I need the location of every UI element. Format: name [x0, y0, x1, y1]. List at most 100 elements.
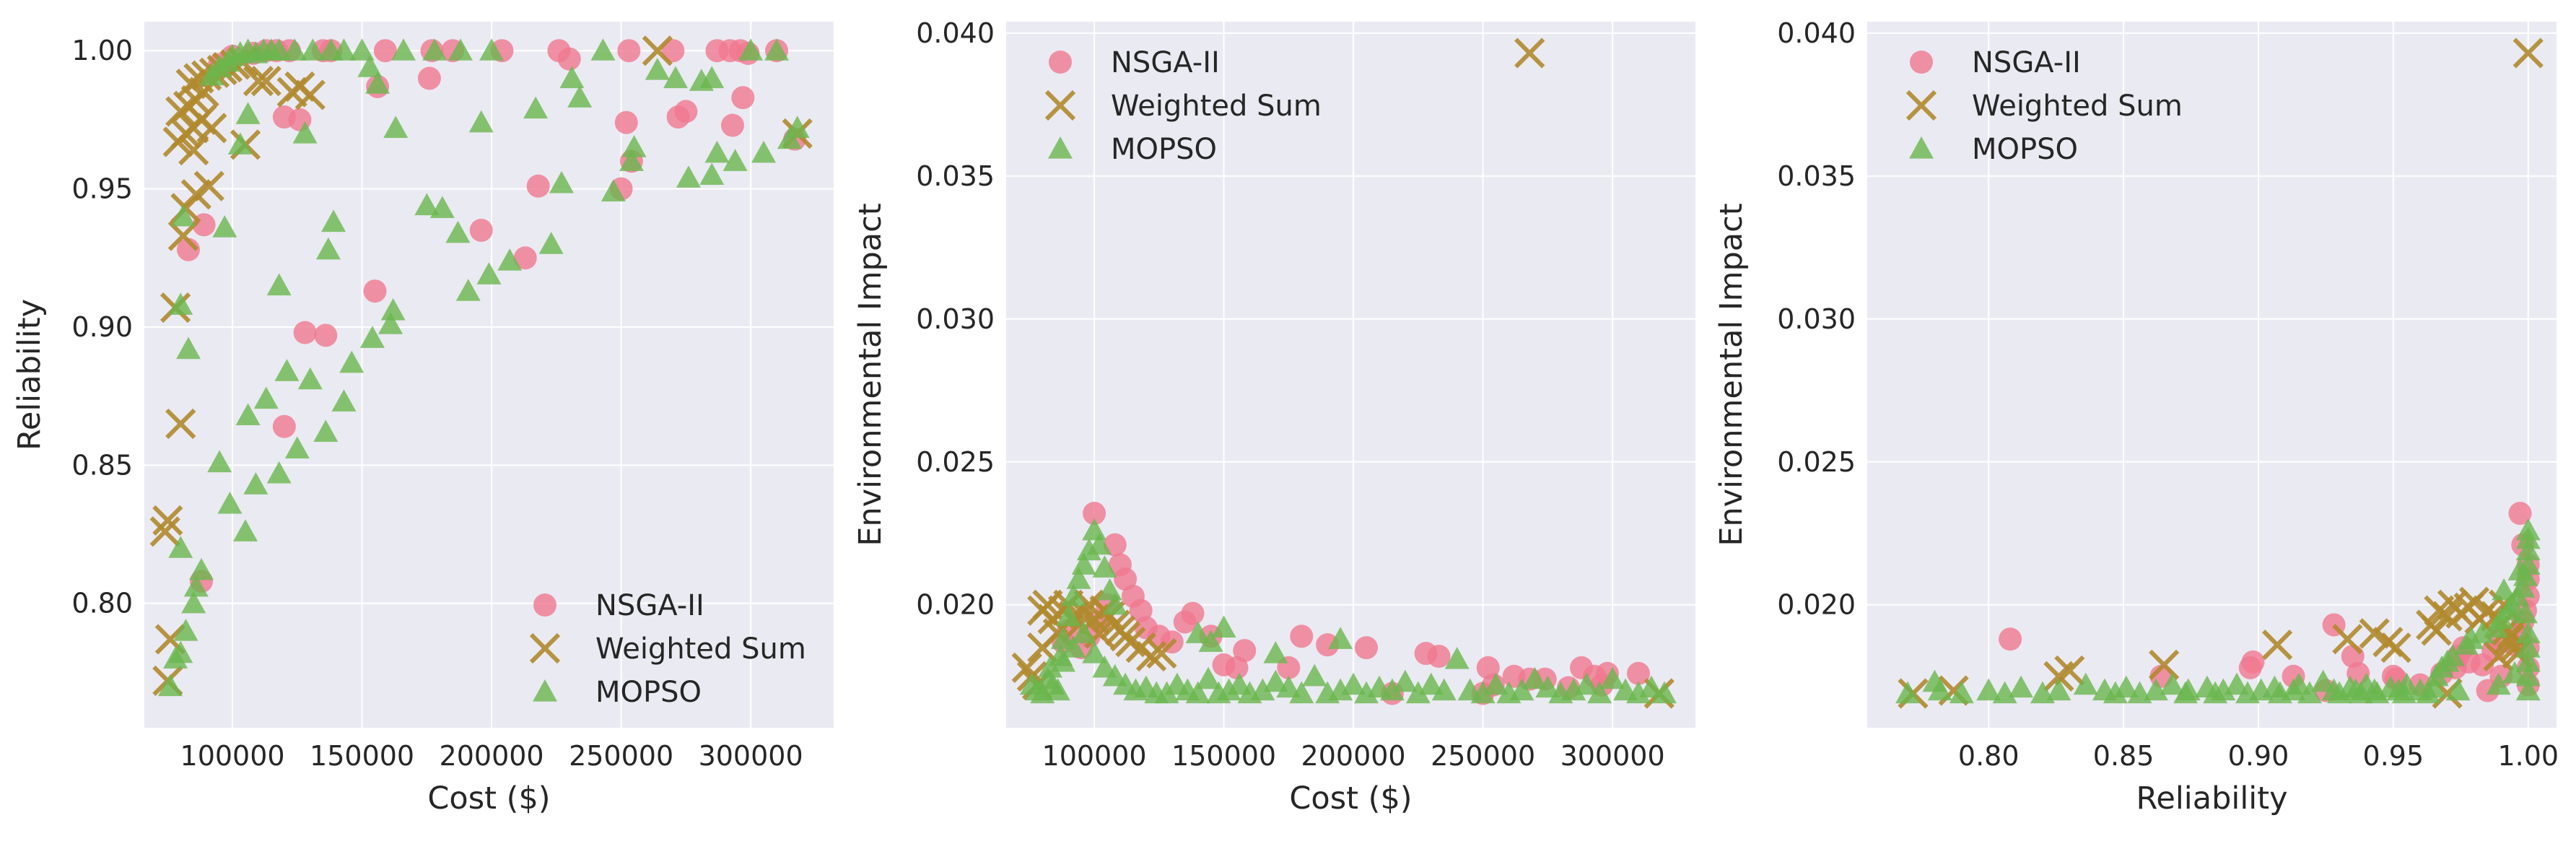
mopso-point	[284, 436, 310, 458]
plot-area	[144, 22, 834, 728]
weighted-sum-point	[2262, 630, 2293, 661]
mopso-point	[538, 232, 564, 254]
legend-label-nsga-ii: NSGA-II	[1111, 46, 1220, 79]
weighted-sum-point	[642, 35, 673, 66]
nsga-ii-point	[2241, 650, 2265, 674]
mopso-point	[479, 38, 505, 61]
mopso-point	[1185, 621, 1210, 643]
mopso-point	[339, 350, 364, 373]
mopso-point	[1066, 567, 1091, 589]
mopso-point	[207, 450, 232, 473]
data-points	[1011, 38, 1677, 709]
legend-marker-mopso	[1048, 136, 1073, 159]
mopso-point	[2513, 601, 2538, 624]
mopso-point	[2445, 678, 2471, 701]
nsga-ii-point	[557, 47, 581, 71]
mopso-point	[2440, 644, 2466, 666]
mopso-point	[1198, 630, 1223, 652]
legend: NSGA-II Weighted Sum MOPSO	[1905, 46, 2183, 166]
nsga-ii-point	[1233, 639, 1257, 663]
mopso-point	[468, 110, 494, 133]
legend-label-weighted-sum: Weighted Sum	[1111, 90, 1322, 123]
mopso-point	[380, 298, 406, 321]
weighted-sum-point	[294, 79, 326, 110]
mopso-point	[212, 215, 237, 238]
data-points	[149, 35, 813, 697]
mopso-point	[1263, 641, 1288, 664]
mopso-point	[722, 149, 748, 171]
nsga-ii-point	[373, 39, 397, 63]
mopso-point	[313, 419, 339, 443]
mopso-point	[300, 38, 326, 61]
y-tick-label: 0.035	[1777, 160, 1856, 192]
x-tick-label: 0.85	[2093, 740, 2154, 772]
mopso-point	[168, 536, 193, 558]
mopso-point	[1379, 678, 1405, 701]
mopso-point	[1949, 681, 1974, 704]
legend-label-mopso: MOPSO	[1972, 133, 2078, 166]
legend-marker-weighted-sum	[1044, 90, 1076, 121]
mopso-point	[170, 204, 196, 227]
y-tick-label: 0.025	[1777, 446, 1856, 478]
y-tick-label: 0.030	[916, 303, 995, 335]
mopso-point	[2470, 621, 2495, 643]
mopso-point	[559, 66, 585, 89]
y-tick-label: 0.030	[1777, 303, 1856, 335]
x-tick-label: 150000	[1171, 740, 1276, 772]
mopso-point	[777, 126, 802, 149]
mopso-point	[1470, 681, 1496, 704]
mopso-point	[292, 121, 318, 144]
mopso-point	[2073, 672, 2098, 695]
mopso-point	[2515, 621, 2541, 643]
mopso-point	[1328, 678, 1353, 701]
y-tick-label: 0.020	[916, 589, 995, 621]
mopso-point	[2103, 681, 2128, 704]
mopso-point	[1992, 681, 2017, 704]
legend-label-nsga-ii: NSGA-II	[595, 589, 704, 622]
nsga-ii-point	[526, 174, 550, 198]
mopso-point	[168, 292, 193, 315]
weighted-sum-point	[1514, 38, 1545, 69]
mopso-point	[699, 66, 725, 89]
mopso-point	[549, 170, 575, 193]
mopso-point	[1328, 627, 1353, 649]
mopso-point	[365, 71, 390, 94]
weighted-sum-point	[1011, 652, 1042, 683]
mopso-point	[1048, 644, 1073, 666]
mopso-point	[315, 237, 341, 260]
mopso-point	[176, 336, 201, 360]
legend-marker-mopso	[1909, 136, 1934, 159]
x-tick-label: 150000	[310, 740, 414, 772]
mopso-point	[2297, 681, 2322, 704]
nsga-ii-point	[1083, 502, 1106, 526]
mopso-point	[619, 149, 644, 171]
nsga-ii-point	[363, 279, 387, 303]
mopso-point	[1574, 672, 1599, 695]
mopso-point	[391, 38, 416, 61]
mopso-point	[274, 359, 300, 381]
mopso-point	[429, 196, 455, 218]
legend: NSGA-II Weighted Sum MOPSO	[1044, 46, 1322, 166]
mopso-point	[1185, 681, 1210, 704]
mopso-point	[2394, 672, 2419, 695]
mopso-point	[1483, 672, 1509, 695]
mopso-point	[2421, 675, 2446, 698]
mopso-point	[590, 38, 616, 61]
weighted-sum-point	[243, 66, 274, 97]
reliability-vs-cost-panel: 100000 150000 200000 250000 300000 0.80 0.85 0.…	[12, 22, 834, 817]
y-tick-label: 0.035	[916, 160, 995, 192]
legend-marker-weighted-sum	[1905, 90, 1937, 121]
mopso-point	[1276, 675, 1301, 698]
mopso-point	[2160, 672, 2185, 695]
x-tick-label: 300000	[699, 740, 803, 772]
mopso-point	[663, 66, 688, 89]
mopso-point	[1102, 592, 1127, 615]
mopso-point	[2365, 681, 2390, 704]
legend-label-nsga-ii: NSGA-II	[1972, 46, 2081, 79]
nsga-ii-point	[293, 321, 317, 344]
mopso-point	[1405, 681, 1431, 704]
weighted-sum-point	[1146, 638, 1177, 669]
mopso-point	[2310, 669, 2336, 692]
mopso-point	[1216, 678, 1241, 701]
y-tick-label: 0.025	[916, 446, 995, 478]
